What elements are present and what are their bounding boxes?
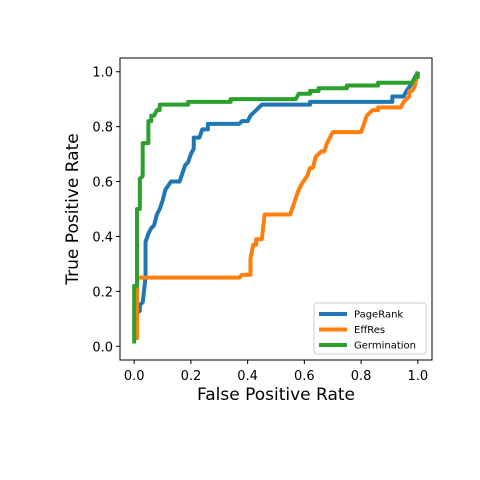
y-tick-label: 0.4 [92, 230, 113, 245]
series-lines [132, 70, 420, 344]
y-axis-label: True Positive Rate [63, 133, 83, 285]
x-tick-label: 0.2 [181, 369, 202, 384]
legend-label-pagerank: PageRank [354, 310, 403, 321]
y-tick-label: 0.2 [92, 285, 113, 300]
axis-ticks: 0.0 0.2 0.4 0.6 0.8 1.0 0.0 0.2 0.4 0.6 0.8 1.0 [92, 66, 428, 384]
y-tick-label: 0.0 [92, 340, 113, 355]
x-tick-label: 0.0 [124, 369, 145, 384]
series-line-pagerank [134, 70, 420, 341]
plot-frame [119, 57, 433, 361]
legend-label-effres: EffRes [354, 325, 385, 336]
y-tick-label: 0.8 [92, 121, 113, 136]
legend-label-germination: Germination [354, 341, 416, 352]
x-tick-label: 1.0 [407, 369, 428, 384]
x-tick-label: 0.6 [294, 369, 315, 384]
y-tick-label: 1.0 [92, 66, 113, 81]
x-tick-label: 0.4 [237, 369, 258, 384]
y-tick-label: 0.6 [92, 176, 113, 191]
series-line-germination [132, 71, 420, 344]
x-tick-label: 0.8 [351, 369, 372, 384]
series-line-effres [134, 71, 420, 341]
legend: PageRank EffRes Germination [313, 302, 427, 355]
x-axis-label: False Positive Rate [197, 385, 355, 405]
